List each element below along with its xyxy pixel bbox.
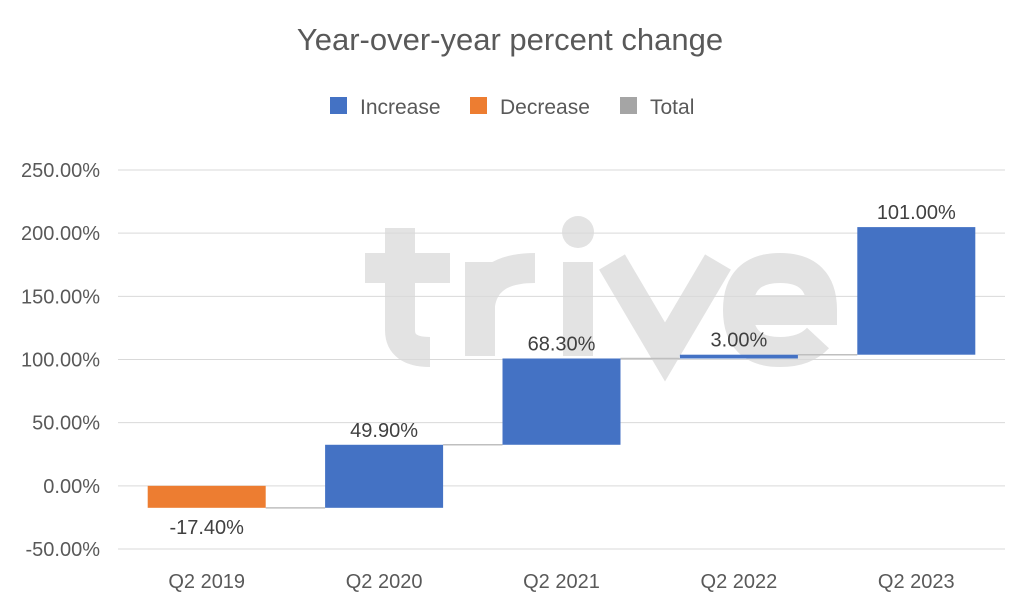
legend-label-decrease: Decrease xyxy=(500,96,590,119)
data-labels: -17.40% 49.90% 68.30% 3.00% 101.00% xyxy=(169,202,956,539)
y-tick-label: 250.00% xyxy=(21,160,100,182)
y-tick-label: 150.00% xyxy=(21,286,100,308)
data-label: 3.00% xyxy=(711,330,768,352)
watermark-letter-r xyxy=(465,253,536,356)
bar-q2-2022 xyxy=(679,354,798,359)
x-tick-label: Q2 2021 xyxy=(523,571,600,593)
watermark-letter-v xyxy=(599,254,731,382)
bar-q2-2019 xyxy=(147,485,266,508)
x-tick-label: Q2 2023 xyxy=(878,571,955,593)
x-tick-label: Q2 2022 xyxy=(701,571,778,593)
y-axis: -50.00% 0.00% 50.00% 100.00% 150.00% 200.00% 2… xyxy=(21,160,100,561)
y-tick-label: 0.00% xyxy=(43,476,100,498)
watermark-letter-t xyxy=(385,228,431,367)
x-axis: Q2 2019 Q2 2020 Q2 2021 Q2 2022 Q2 2023 xyxy=(168,571,954,593)
connector-lines xyxy=(265,353,858,509)
watermark-logo xyxy=(365,216,838,382)
watermark-letter-i-dot xyxy=(562,216,594,248)
data-label: 101.00% xyxy=(877,202,956,224)
bar-q2-2021 xyxy=(502,358,621,445)
legend: Increase Decrease Total xyxy=(330,96,694,119)
y-tick-label: 200.00% xyxy=(21,223,100,245)
legend-label-increase: Increase xyxy=(360,96,441,119)
y-tick-label: 50.00% xyxy=(32,413,100,435)
legend-swatch-total xyxy=(620,97,637,114)
data-label: 68.30% xyxy=(528,333,596,355)
legend-swatch-increase xyxy=(330,97,347,114)
bar-q2-2020 xyxy=(325,444,444,508)
watermark-letter-e xyxy=(722,252,838,368)
data-label: 49.90% xyxy=(350,420,418,442)
chart-title: Year-over-year percent change xyxy=(297,22,723,57)
y-tick-label: 100.00% xyxy=(21,350,100,372)
x-tick-label: Q2 2020 xyxy=(346,571,423,593)
data-label: -17.40% xyxy=(169,517,244,539)
legend-swatch-decrease xyxy=(470,97,487,114)
x-tick-label: Q2 2019 xyxy=(168,571,245,593)
bar-q2-2023 xyxy=(857,227,976,355)
legend-label-total: Total xyxy=(650,96,694,119)
y-tick-label: -50.00% xyxy=(26,539,101,561)
bars xyxy=(147,227,976,508)
